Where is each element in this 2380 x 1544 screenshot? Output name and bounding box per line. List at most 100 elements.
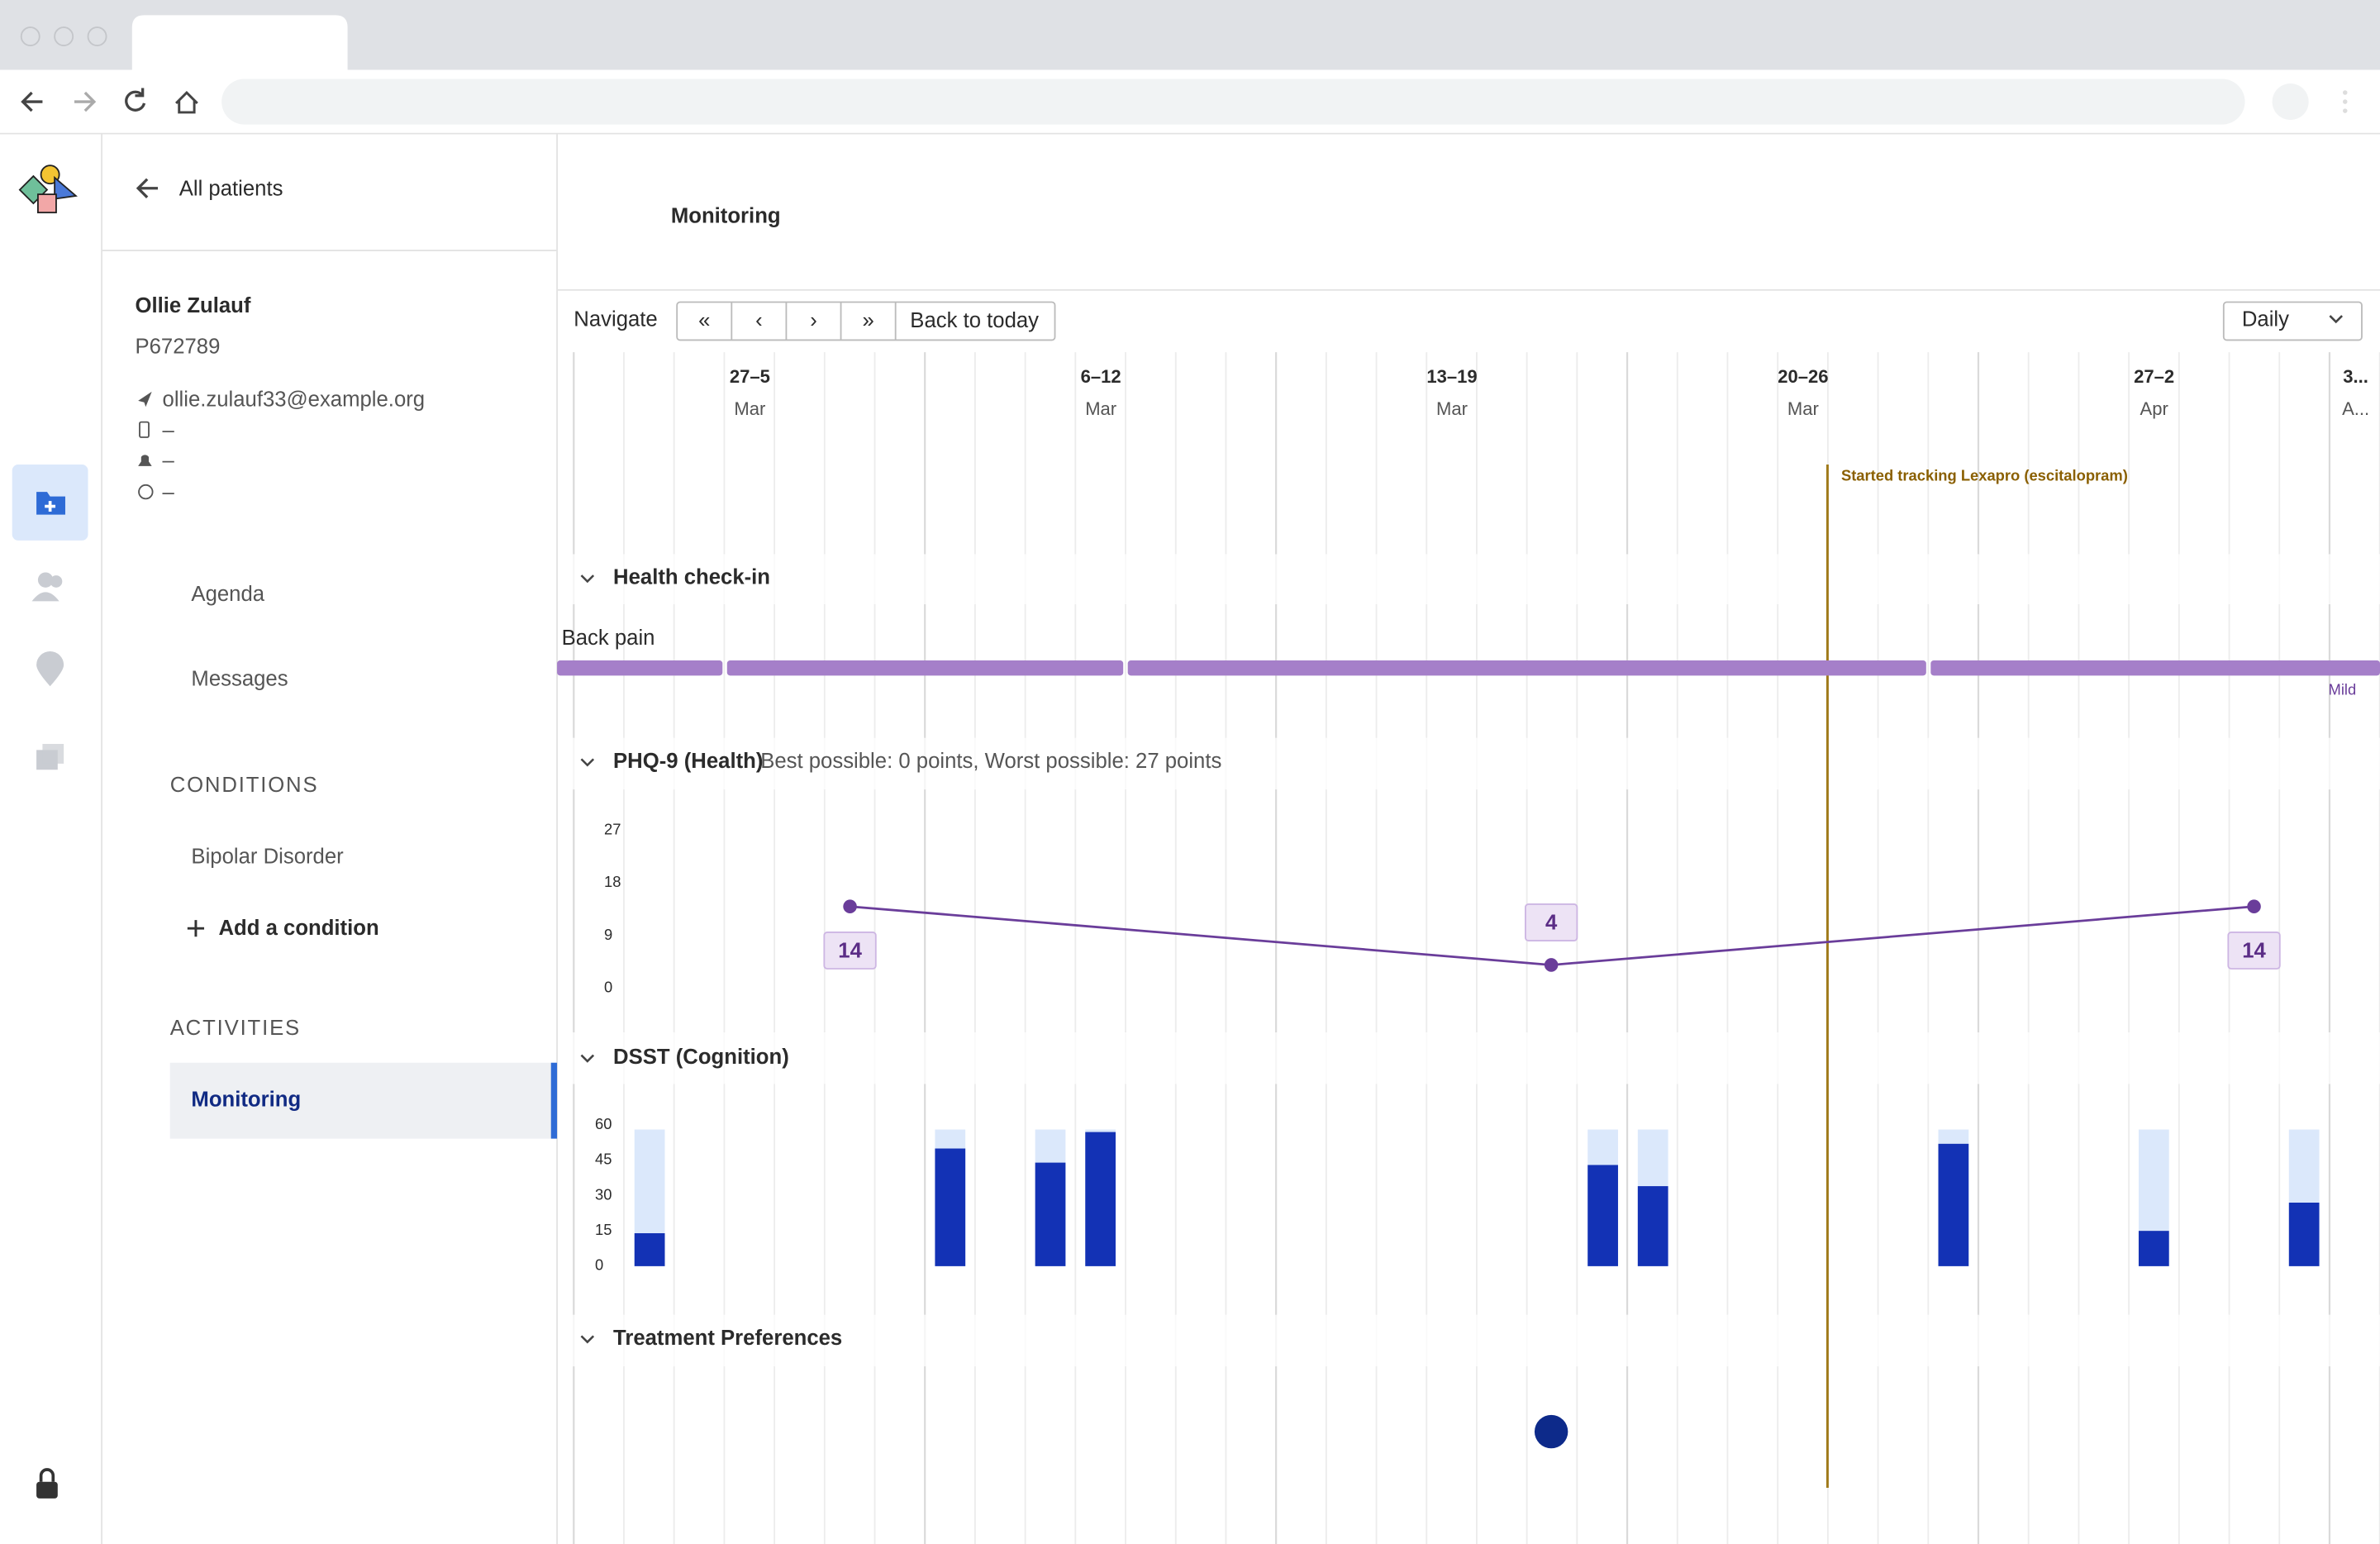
item-label: Back pain xyxy=(562,627,655,650)
score-badge xyxy=(2227,931,2281,970)
week-range: 27–2 xyxy=(2134,366,2174,387)
button-separators xyxy=(731,302,897,341)
section-title: PHQ-9 (Health) xyxy=(613,750,763,773)
collapse-chevron xyxy=(580,574,595,584)
activity-active-bg[interactable] xyxy=(169,1062,558,1139)
week-range: 27–5 xyxy=(730,366,770,387)
score-badge xyxy=(1525,903,1578,941)
score-point xyxy=(1544,958,1559,972)
nav-button[interactable]: › xyxy=(810,309,817,332)
bar xyxy=(935,1148,966,1266)
bar xyxy=(2288,1203,2320,1266)
forward-button[interactable] xyxy=(74,91,97,112)
section-title: Treatment Preferences xyxy=(613,1327,842,1350)
back-arrow[interactable] xyxy=(136,178,159,198)
tab-strip xyxy=(0,0,2380,70)
y-tick-label: 60 xyxy=(595,1115,612,1132)
section-header-bg xyxy=(558,1314,2380,1367)
condition-item[interactable]: Bipolar Disorder xyxy=(191,846,344,869)
bar xyxy=(2138,1231,2169,1266)
bar xyxy=(634,1233,665,1266)
lock-icon[interactable] xyxy=(36,1468,58,1499)
patient-phone: – xyxy=(163,418,175,441)
bar xyxy=(1035,1162,1066,1266)
section-subtitle: Best possible: 0 points, Worst possible:… xyxy=(760,750,1221,773)
score-label: 14 xyxy=(838,940,862,963)
menu-button[interactable] xyxy=(2343,90,2348,113)
nav-item[interactable]: Agenda xyxy=(191,583,264,606)
bar xyxy=(1587,1165,1618,1266)
profile-button[interactable] xyxy=(2272,83,2309,121)
bell-icon xyxy=(138,455,152,466)
activity-item[interactable]: Monitoring xyxy=(191,1088,301,1111)
y-tick-label: 45 xyxy=(595,1151,612,1168)
phone-icon xyxy=(139,421,150,438)
bar xyxy=(1938,1143,1969,1266)
score-badge xyxy=(823,931,877,970)
preference-dot xyxy=(1534,1414,1568,1449)
bar xyxy=(1637,1186,1668,1266)
location-icon[interactable] xyxy=(36,650,64,687)
symptom-bar xyxy=(726,660,1124,676)
patients-icon-plus xyxy=(45,501,56,512)
add-condition[interactable]: Add a condition xyxy=(218,917,378,940)
score-point xyxy=(843,899,857,913)
timeline-grid xyxy=(558,352,2380,1544)
add-icon xyxy=(187,920,205,937)
nav-button[interactable]: « xyxy=(698,309,710,332)
severity-label: Mild xyxy=(2329,681,2357,698)
window-button[interactable] xyxy=(87,26,107,47)
collapse-chevron xyxy=(580,758,595,767)
section-heading: CONDITIONS xyxy=(170,774,319,797)
section-heading: ACTIVITIES xyxy=(170,1017,301,1040)
section-title: DSST (Cognition) xyxy=(613,1046,789,1069)
patient-name: Ollie Zulauf xyxy=(135,294,250,317)
y-tick-label: 15 xyxy=(595,1221,612,1238)
week-month: A... xyxy=(2342,398,2369,419)
event-label: Started tracking Lexapro (escitalopram) xyxy=(1841,467,2128,484)
collapse-chevron xyxy=(580,1054,595,1063)
navigate-label: Navigate xyxy=(574,307,657,331)
view-select[interactable] xyxy=(2222,301,2363,341)
window-button[interactable] xyxy=(54,26,74,47)
nav-button[interactable]: » xyxy=(862,309,873,332)
patient-notifications: – xyxy=(163,449,175,472)
week-month: Mar xyxy=(734,398,765,419)
active-indicator xyxy=(550,1062,558,1139)
symptom-bar xyxy=(1930,660,2380,676)
symptom-bar xyxy=(557,660,723,676)
week-month: Mar xyxy=(1085,398,1116,419)
nav-button[interactable]: Back to today xyxy=(910,309,1039,332)
week-month: Mar xyxy=(1787,398,1819,419)
tab[interactable] xyxy=(131,15,348,70)
score-point xyxy=(2247,899,2261,913)
y-tick-label: 30 xyxy=(595,1185,612,1203)
page-title: Monitoring xyxy=(671,204,781,227)
week-month: Mar xyxy=(1436,398,1468,419)
y-tick-label: 18 xyxy=(604,873,621,890)
section-header-bg xyxy=(558,1032,2380,1084)
patient-email: ollie.zulauf33@example.org xyxy=(163,388,426,412)
week-range: 20–26 xyxy=(1778,366,1828,387)
section-header-bg xyxy=(558,554,2380,605)
nav-button[interactable]: ‹ xyxy=(755,309,763,332)
team-icon[interactable] xyxy=(31,572,63,602)
reload-button[interactable] xyxy=(125,88,146,112)
library-icon[interactable] xyxy=(36,744,64,770)
logo[interactable] xyxy=(18,164,78,214)
score-label: 14 xyxy=(2242,940,2266,963)
home-button[interactable] xyxy=(175,90,198,114)
back-link[interactable]: All patients xyxy=(179,177,283,200)
clock-icon xyxy=(138,484,154,500)
button-group xyxy=(676,301,1056,341)
window-button[interactable] xyxy=(20,26,40,47)
nav-item[interactable]: Messages xyxy=(191,668,288,691)
y-tick-label: 9 xyxy=(604,926,612,943)
symptom-bar xyxy=(1127,660,1926,676)
address-bar[interactable] xyxy=(221,79,2245,125)
week-range: 6–12 xyxy=(1081,366,1121,387)
back-button[interactable] xyxy=(21,91,43,112)
bar xyxy=(1085,1132,1116,1266)
score-label: 4 xyxy=(1545,912,1558,935)
